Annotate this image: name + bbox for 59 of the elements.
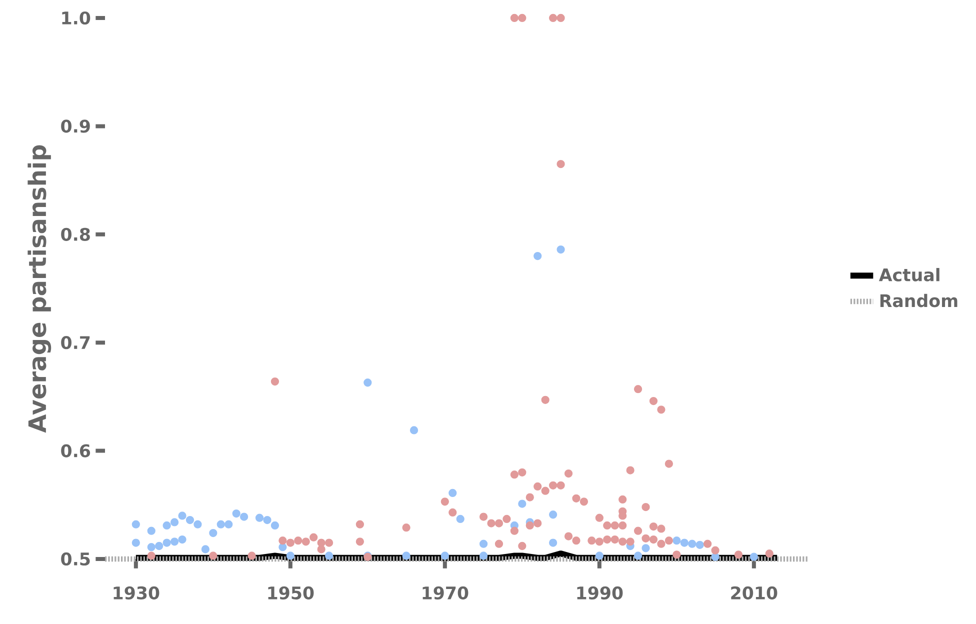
x-tick-label: 1930 bbox=[114, 586, 160, 600]
point bbox=[178, 512, 186, 520]
point bbox=[595, 552, 604, 560]
point bbox=[479, 540, 488, 548]
point bbox=[680, 538, 688, 547]
x-tick-label: 1950 bbox=[268, 586, 314, 600]
y-tick-label: 0.7 bbox=[61, 336, 90, 350]
point bbox=[155, 542, 164, 550]
point bbox=[132, 520, 140, 528]
point bbox=[240, 512, 248, 521]
point bbox=[186, 516, 194, 524]
y-tick-label: 1.0 bbox=[62, 11, 90, 25]
point bbox=[696, 540, 704, 549]
point bbox=[440, 552, 449, 560]
point bbox=[750, 552, 758, 561]
y-tick-label: 0.8 bbox=[61, 228, 90, 241]
point bbox=[324, 552, 334, 560]
point bbox=[534, 252, 542, 260]
x-tick-label: 1990 bbox=[577, 586, 623, 600]
point bbox=[224, 520, 233, 528]
point bbox=[688, 540, 696, 548]
point bbox=[548, 510, 558, 519]
y-tick-label: 0.6 bbox=[61, 444, 90, 458]
point bbox=[132, 538, 140, 547]
point bbox=[448, 488, 457, 498]
point bbox=[209, 528, 218, 538]
point bbox=[147, 543, 156, 552]
point bbox=[548, 538, 558, 547]
point bbox=[456, 514, 464, 524]
point bbox=[255, 514, 264, 522]
y-axis-title: Average partisanship bbox=[28, 145, 52, 433]
point bbox=[170, 538, 179, 546]
point bbox=[286, 552, 294, 560]
legend-label: Random bbox=[880, 294, 958, 308]
point bbox=[178, 535, 186, 544]
point bbox=[162, 538, 171, 547]
point bbox=[216, 520, 225, 528]
point bbox=[479, 552, 488, 560]
point bbox=[147, 526, 156, 535]
point bbox=[201, 545, 210, 554]
point bbox=[170, 518, 179, 526]
point bbox=[518, 500, 526, 508]
point bbox=[634, 552, 642, 560]
point bbox=[402, 552, 410, 560]
point bbox=[162, 521, 171, 530]
point bbox=[270, 521, 280, 530]
x-tick-label: 1970 bbox=[422, 586, 468, 600]
point bbox=[232, 509, 240, 518]
point bbox=[364, 378, 372, 387]
point bbox=[194, 520, 202, 528]
point bbox=[410, 426, 418, 434]
legend-label: Actual bbox=[878, 268, 940, 282]
point bbox=[672, 536, 681, 545]
point bbox=[642, 544, 650, 552]
x-tick-label: 2010 bbox=[731, 586, 778, 600]
point bbox=[556, 245, 565, 254]
y-tick-label: 0.9 bbox=[61, 120, 90, 133]
y-tick-label: 0.5 bbox=[61, 552, 90, 566]
point bbox=[263, 516, 272, 524]
